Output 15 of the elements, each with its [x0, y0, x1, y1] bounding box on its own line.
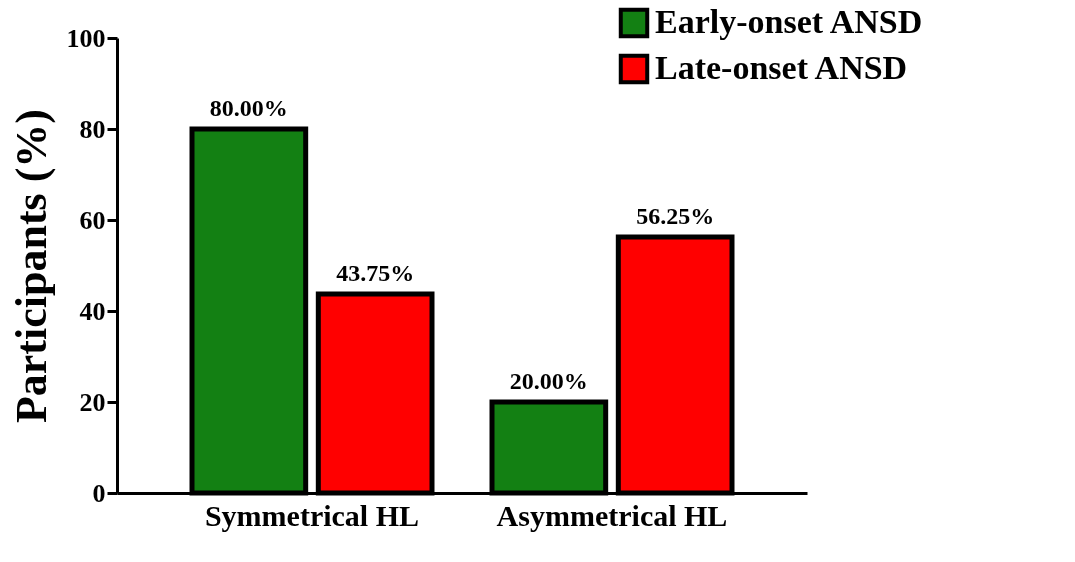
data-label: 20.00%	[509, 368, 588, 394]
data-label: 80.00%	[209, 95, 288, 121]
y-tick-label: 40	[79, 296, 106, 326]
x-tick-label: Symmetrical HL	[204, 498, 420, 532]
legend-label: Late-onset ANSD	[655, 49, 908, 86]
y-tick-label: 80	[79, 114, 106, 144]
x-tick-label: Asymmetrical HL	[496, 498, 728, 532]
y-axis-title: Participants (%)	[6, 108, 56, 424]
y-tick-label: 20	[79, 387, 106, 417]
y-tick-label: 60	[79, 205, 106, 235]
data-label: 43.75%	[336, 259, 415, 286]
y-tick-label: 100	[66, 23, 106, 53]
y-tick-label: 0	[92, 478, 106, 508]
legend-label: Early-onset ANSD	[655, 3, 923, 40]
data-label: 56.25%	[636, 203, 715, 230]
